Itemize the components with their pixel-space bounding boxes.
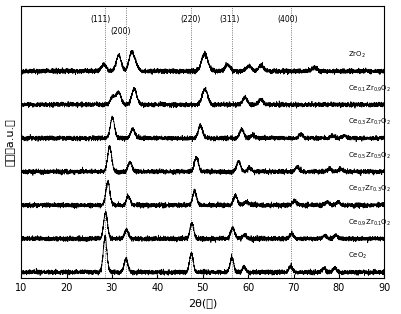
- Text: Ce$_{0.5}$Zr$_{0.5}$O$_2$: Ce$_{0.5}$Zr$_{0.5}$O$_2$: [347, 150, 390, 161]
- Text: (111): (111): [90, 15, 110, 24]
- Text: (220): (220): [180, 15, 200, 24]
- Text: Ce$_{0.7}$Zr$_{0.3}$O$_2$: Ce$_{0.7}$Zr$_{0.3}$O$_2$: [347, 184, 390, 194]
- Text: (200): (200): [111, 27, 131, 36]
- Text: Ce$_{0.1}$Zr$_{0.9}$O$_2$: Ce$_{0.1}$Zr$_{0.9}$O$_2$: [347, 84, 390, 94]
- Text: ZrO$_2$: ZrO$_2$: [347, 50, 365, 60]
- Y-axis label: 强度（a.u.）: 强度（a.u.）: [6, 118, 16, 166]
- Text: CeO$_2$: CeO$_2$: [347, 251, 367, 261]
- Text: (311): (311): [219, 15, 239, 24]
- Text: Ce$_{0.3}$Zr$_{0.7}$O$_2$: Ce$_{0.3}$Zr$_{0.7}$O$_2$: [347, 117, 390, 127]
- Text: Ce$_{0.9}$Zr$_{0.1}$O$_2$: Ce$_{0.9}$Zr$_{0.1}$O$_2$: [347, 218, 390, 228]
- Text: (400): (400): [277, 15, 298, 24]
- X-axis label: 2θ(度): 2θ(度): [188, 298, 217, 308]
